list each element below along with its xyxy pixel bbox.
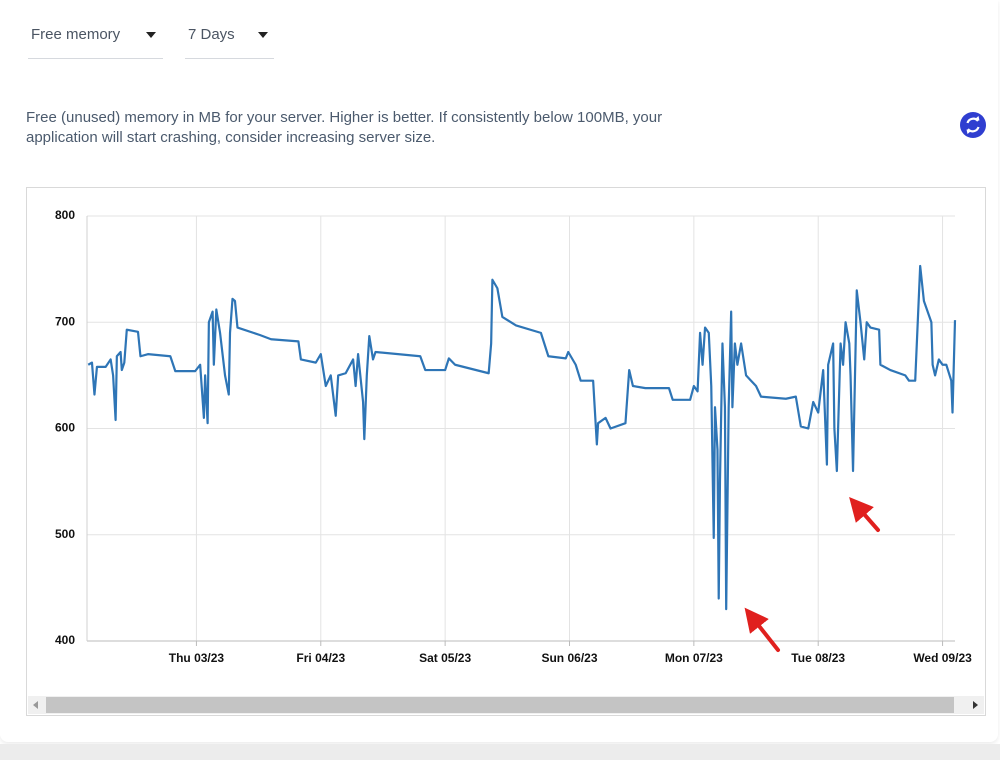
x-tick-label: Sun 06/23	[541, 651, 597, 665]
x-tick-label: Sat 05/23	[419, 651, 471, 665]
range-dropdown[interactable]: 7 Days	[185, 22, 274, 59]
metric-dropdown[interactable]: Free memory	[28, 22, 163, 59]
data-line	[87, 264, 957, 611]
range-label: 7 Days	[188, 26, 235, 43]
caret	[258, 32, 268, 38]
refresh-button[interactable]	[959, 111, 987, 139]
y-tick-label: 700	[55, 314, 75, 328]
x-tick-label: Wed 09/23	[913, 651, 972, 665]
x-tick-label: Tue 08/23	[791, 651, 845, 665]
y-tick-label: 500	[55, 527, 75, 541]
x-tick-label: Fri 04/23	[296, 651, 345, 665]
annotation-arrow	[744, 607, 780, 652]
chart: 400 500 600 700 800 Thu 03/23 Fri 04/23 Sat 05/…	[55, 208, 972, 665]
chart-panel: 400 500 600 700 800 Thu 03/23 Fri 04/23 Sat 05/…	[26, 187, 986, 716]
x-tick-label: Thu 03/23	[169, 651, 225, 665]
y-tick-label: 400	[55, 633, 75, 647]
metric-label: Free memory	[31, 26, 121, 43]
y-tick-label: 800	[55, 208, 75, 222]
footer-strip	[0, 744, 1000, 760]
scrollbar-track	[33, 697, 978, 713]
description: Free (unused) memory in MB for your serv…	[26, 109, 663, 146]
annotation-arrow	[849, 496, 880, 532]
x-tick-label: Mon 07/23	[665, 651, 723, 665]
caret	[146, 32, 156, 38]
scrollbar[interactable]	[28, 696, 984, 714]
y-tick-label: 600	[55, 421, 75, 435]
